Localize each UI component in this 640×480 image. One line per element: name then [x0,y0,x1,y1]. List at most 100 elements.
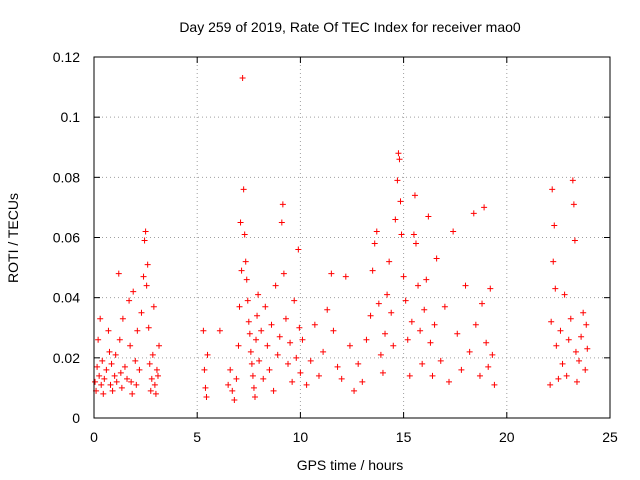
data-point [296,324,303,331]
data-point [142,228,149,235]
data-point [247,348,254,355]
data-point [377,351,384,358]
data-point [260,375,267,382]
data-point [359,378,366,385]
data-point [97,315,104,322]
data-point [92,378,99,385]
data-point [276,333,283,340]
data-point [202,384,209,391]
data-point [395,150,402,157]
data-point [144,261,151,268]
data-point [565,336,572,343]
data-point [229,387,236,394]
data-point [479,300,486,307]
data-point [101,375,108,382]
data-point [431,321,438,328]
data-point [204,351,211,358]
data-point [547,381,554,388]
data-point [303,381,310,388]
data-point [576,357,583,364]
data-point [400,273,407,280]
data-point [429,372,436,379]
data-point [351,387,358,394]
data-point [279,201,286,208]
data-point [274,351,281,358]
data-point [251,393,258,400]
data-point [235,342,242,349]
data-point [289,378,296,385]
data-point [551,222,558,229]
data-point [249,372,256,379]
data-point [154,372,161,379]
data-point [111,372,118,379]
data-point [138,309,145,316]
x-tick-label: 20 [499,429,515,445]
data-point [338,375,345,382]
data-point [146,360,153,367]
data-point [156,342,163,349]
data-point [201,366,208,373]
data-point [282,315,289,322]
data-point [200,327,207,334]
data-point [491,381,498,388]
data-point [268,321,275,328]
data-point [470,210,477,217]
data-point [94,363,101,370]
data-point [485,363,492,370]
data-point [570,201,577,208]
data-point [231,396,238,403]
data-point [115,270,122,277]
data-point [103,366,110,373]
data-point [406,372,413,379]
data-point [307,357,314,364]
data-point [124,375,131,382]
data-point [256,357,263,364]
y-tick-label: 0 [72,410,80,426]
data-point [446,378,453,385]
data-point [578,333,585,340]
data-point [153,366,160,373]
data-points [92,75,591,403]
data-point [299,336,306,343]
data-point [236,303,243,310]
data-point [246,330,253,337]
data-point [328,270,335,277]
data-point [245,318,252,325]
data-point [572,348,579,355]
data-point [258,327,265,334]
data-point [394,177,401,184]
data-point [112,351,119,358]
data-point [248,360,255,367]
data-point [397,198,404,205]
data-point [462,282,469,289]
data-point [109,387,116,394]
data-point [140,273,147,280]
y-tick-label: 0.12 [53,49,80,65]
x-tick-label: 15 [396,429,412,445]
data-point [584,345,591,352]
data-point [571,237,578,244]
data-point [487,285,494,292]
data-point [150,303,157,310]
data-point [580,309,587,316]
data-point [128,378,135,385]
data-point [132,357,139,364]
data-point [412,240,419,247]
data-point [355,360,362,367]
data-point [254,312,261,319]
data-point [147,387,154,394]
data-point [410,231,417,238]
data-point [238,267,245,274]
data-point [441,303,448,310]
data-point [573,378,580,385]
data-point [311,321,318,328]
y-tick-label: 0.08 [53,169,80,185]
data-point [552,285,559,292]
data-point [392,216,399,223]
data-point [250,384,257,391]
data-point [127,342,134,349]
data-point [149,351,156,358]
data-point [557,327,564,334]
